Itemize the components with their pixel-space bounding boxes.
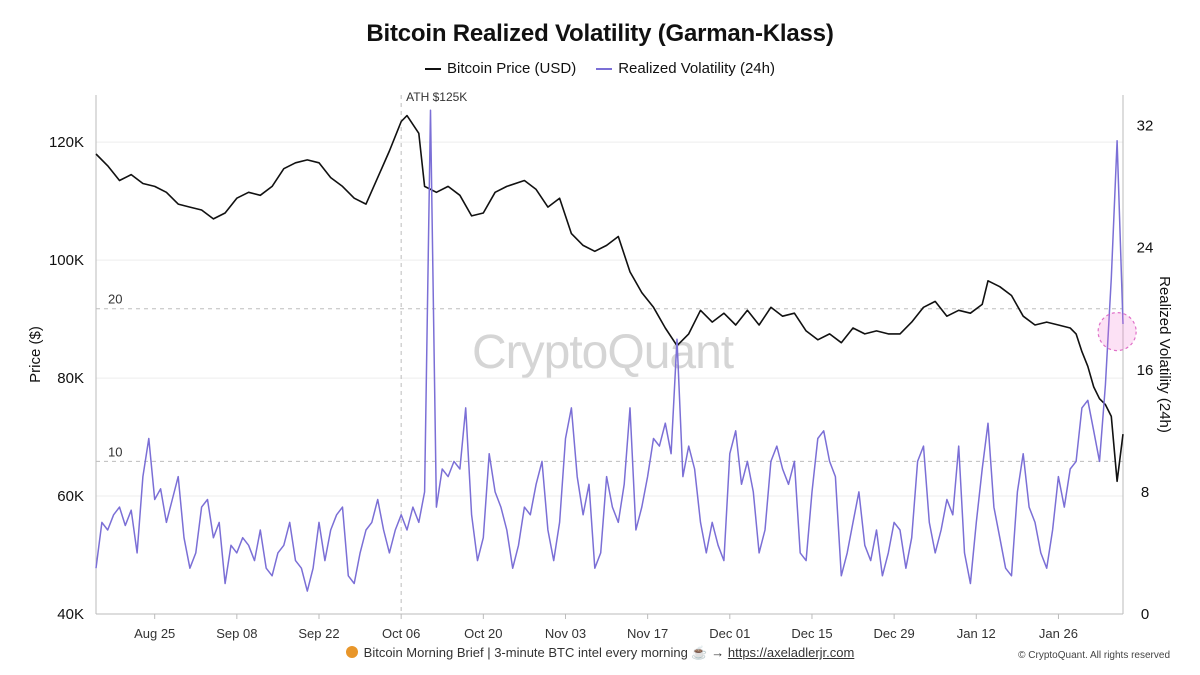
legend-item-price[interactable]: Bitcoin Price (USD) bbox=[425, 60, 576, 77]
x-tick-label: Dec 15 bbox=[791, 626, 832, 641]
chart-title: Bitcoin Realized Volatility (Garman-Klas… bbox=[366, 20, 834, 47]
y-left-tick-label: 60K bbox=[57, 488, 84, 505]
y-right-tick-label: 32 bbox=[1137, 118, 1154, 135]
y-right-axis-title: Realized Volatility (24h) bbox=[1156, 276, 1173, 433]
x-tick-label: Dec 29 bbox=[874, 626, 915, 641]
x-tick-label: Nov 03 bbox=[545, 626, 586, 641]
price-line bbox=[95, 114, 1124, 483]
legend-item-volatility[interactable]: Realized Volatility (24h) bbox=[596, 60, 775, 77]
reference-line-label: 10 bbox=[108, 444, 122, 459]
reference-line-label: 20 bbox=[108, 292, 122, 307]
y-right-tick-label: 0 bbox=[1141, 606, 1149, 623]
copyright: © CryptoQuant. All rights reserved bbox=[1018, 650, 1170, 661]
y-left-tick-label: 40K bbox=[57, 606, 84, 623]
x-tick-label: Nov 17 bbox=[627, 626, 668, 641]
y-right-tick-label: 16 bbox=[1137, 362, 1154, 379]
volatility-line bbox=[95, 109, 1124, 592]
footer: Bitcoin Morning Brief | 3-minute BTC int… bbox=[0, 645, 1200, 661]
y-left-tick-label: 80K bbox=[57, 370, 84, 387]
x-tick-label: Oct 06 bbox=[382, 626, 420, 641]
x-tick-label: Oct 20 bbox=[464, 626, 502, 641]
x-tick-label: Jan 26 bbox=[1039, 626, 1078, 641]
highlight-marker bbox=[1097, 312, 1137, 352]
footer-link[interactable]: https://axeladlerjr.com bbox=[727, 645, 855, 660]
x-tick-label: Sep 08 bbox=[216, 626, 257, 641]
x-tick-label: Aug 25 bbox=[134, 626, 175, 641]
x-tick-label: Jan 12 bbox=[957, 626, 996, 641]
x-tick-label: Dec 01 bbox=[709, 626, 750, 641]
chart-legend: Bitcoin Price (USD) Realized Volatility … bbox=[0, 60, 1200, 77]
legend-swatch-price bbox=[425, 67, 442, 70]
y-right-tick-label: 8 bbox=[1141, 484, 1149, 501]
y-left-tick-label: 120K bbox=[49, 134, 84, 151]
brief-icon bbox=[345, 646, 358, 658]
legend-swatch-volatility bbox=[596, 67, 613, 70]
y-right-tick-label: 24 bbox=[1137, 240, 1154, 257]
legend-label-price: Bitcoin Price (USD) bbox=[447, 60, 577, 77]
y-left-axis-title: Price ($) bbox=[27, 326, 44, 383]
footer-text: Bitcoin Morning Brief | 3-minute BTC int… bbox=[363, 645, 725, 660]
annotation-label: ATH $125K bbox=[406, 90, 467, 104]
x-tick-label: Sep 22 bbox=[298, 626, 339, 641]
legend-label-volatility: Realized Volatility (24h) bbox=[618, 60, 775, 77]
y-left-tick-label: 100K bbox=[49, 252, 84, 269]
